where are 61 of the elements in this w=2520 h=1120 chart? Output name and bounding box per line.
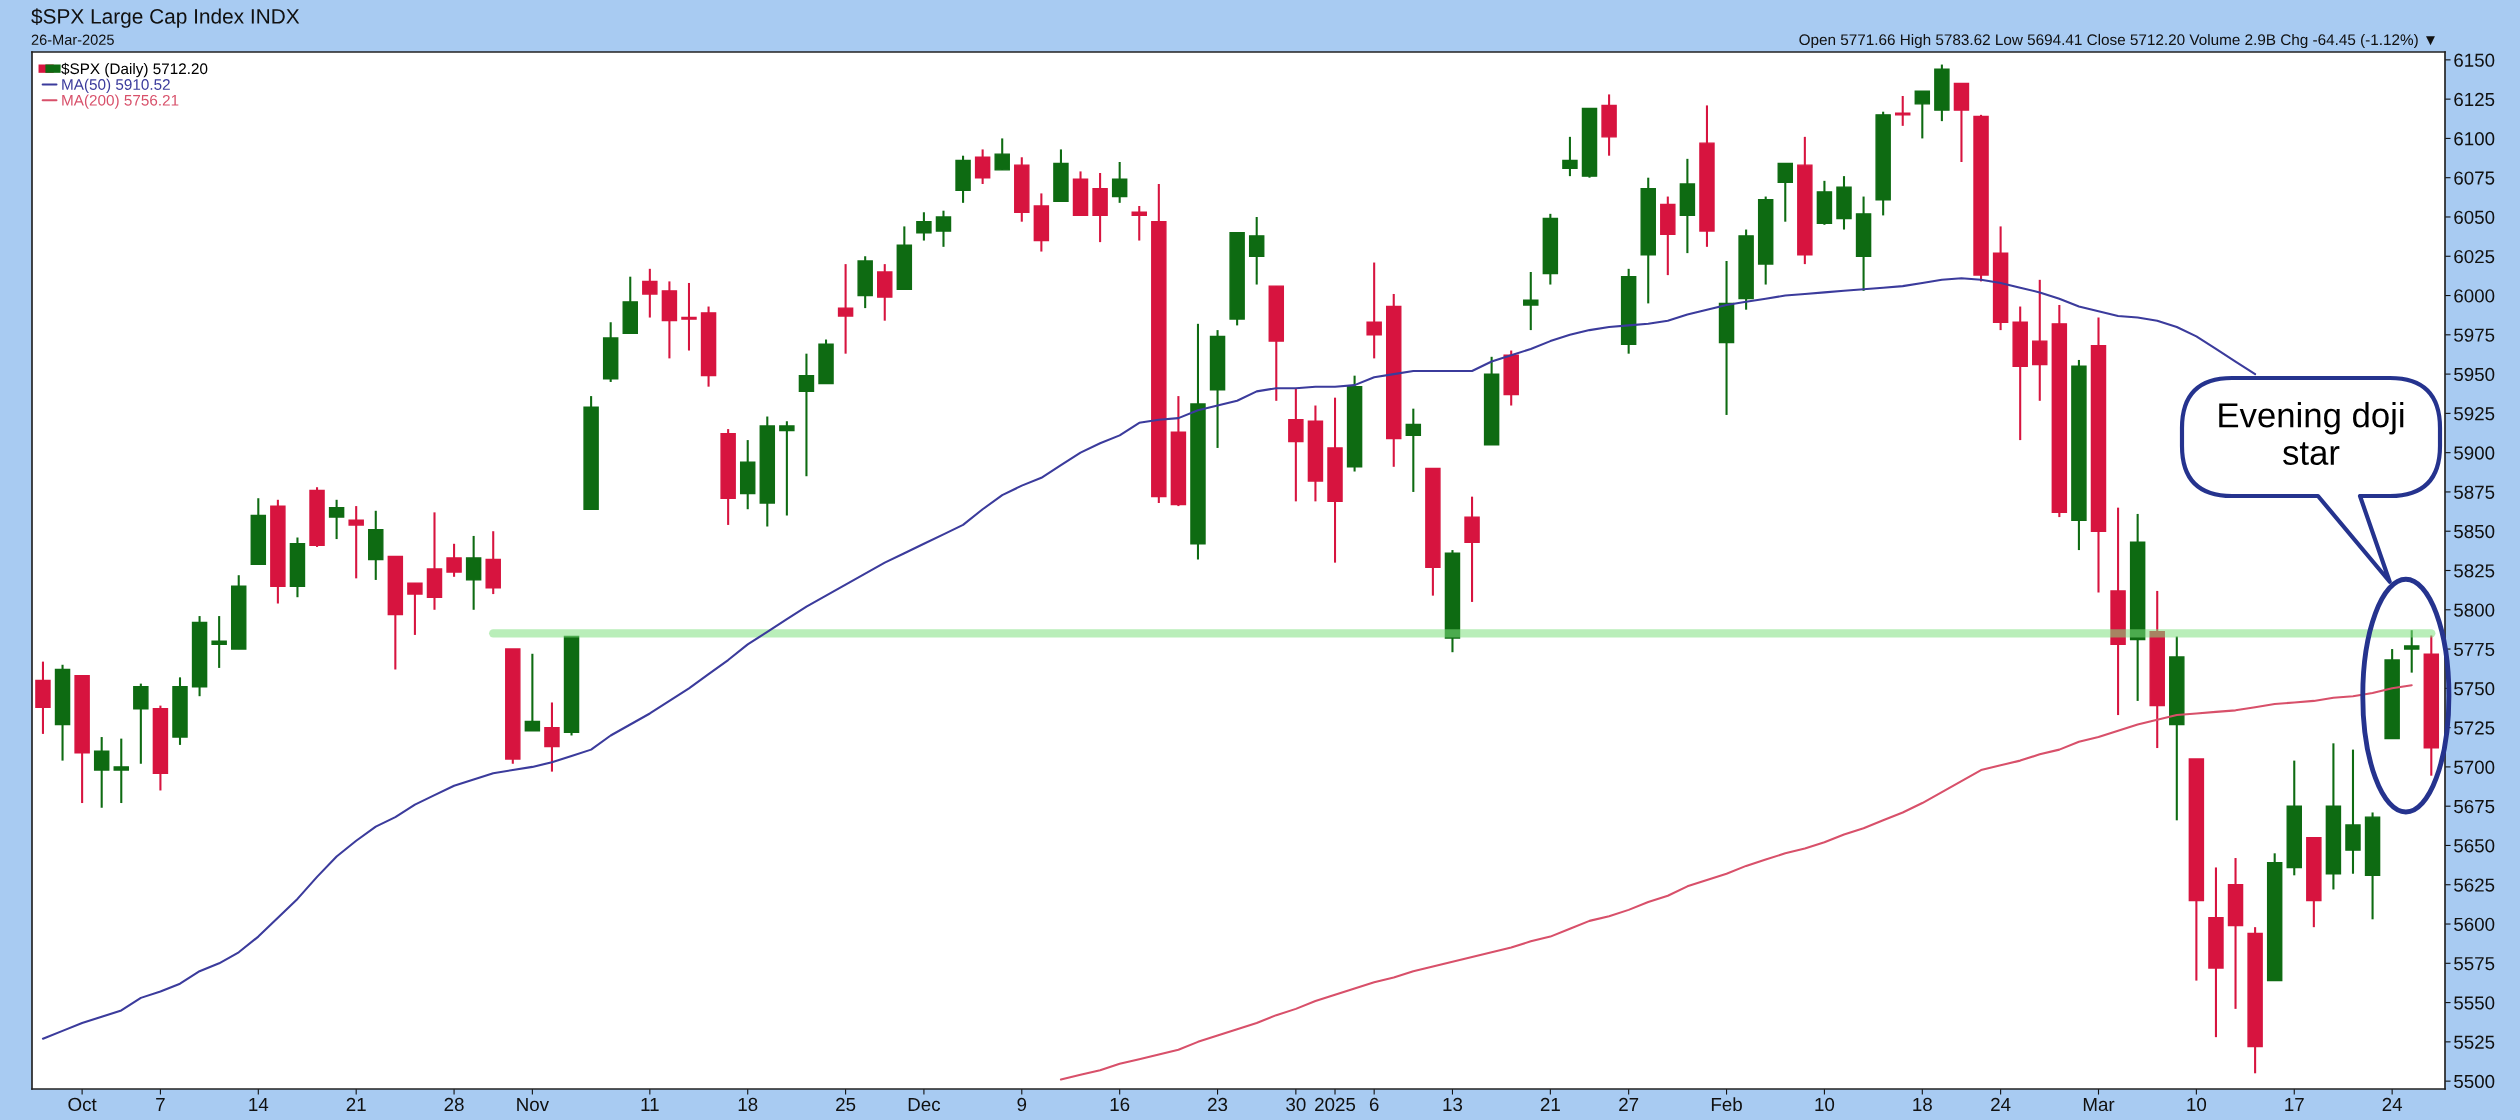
chart-title: $SPX Large Cap Index INDX [31, 8, 300, 28]
x-tick-label: Nov [517, 1098, 549, 1112]
y-tick-label: 5500 [2454, 1074, 2495, 1089]
x-tick-label: Feb [1711, 1097, 1742, 1112]
x-tick-label: 28 [444, 1097, 464, 1112]
y-tick-label: 5775 [2454, 642, 2495, 657]
x-tick-label: 24 [1991, 1097, 2011, 1111]
x-tick-label: 13 [1443, 1097, 1463, 1112]
y-tick-label: 5800 [2454, 603, 2495, 617]
y-tick-label: 5525 [2454, 1035, 2495, 1049]
x-tick-label: 17 [2285, 1098, 2304, 1111]
x-tick-label: 25 [836, 1097, 856, 1112]
x-tick-label: Oct [68, 1097, 97, 1112]
y-tick-label: 6075 [2454, 171, 2495, 185]
x-tick-label: 27 [1619, 1097, 1639, 1111]
y-tick-label: 6025 [2454, 249, 2495, 264]
y-tick-label: 5925 [2454, 407, 2495, 421]
legend-label: MA(50) 5910.52 [62, 78, 170, 93]
legend-label: $SPX (Daily) 5712.20 [61, 62, 208, 78]
legend-label: MA(200) 5756.21 [62, 94, 179, 109]
x-tick-label: 11 [641, 1098, 659, 1111]
y-tick-label: 5850 [2454, 524, 2495, 539]
y-tick-label: 5750 [2454, 682, 2495, 696]
x-tick-label: 18 [1913, 1097, 1932, 1112]
x-tick-label: 7 [156, 1098, 165, 1111]
x-tick-label: 10 [1815, 1097, 1835, 1112]
text: Open 5771.66 High 5783.62 Low 5694.41 Close 5712.20 Volume 2.9B Chg -64.45 (-1.12%) ▼ [1799, 33, 2435, 49]
y-tick-label: 6150 [2454, 53, 2495, 67]
x-tick-label: 30 [1286, 1097, 1306, 1112]
x-tick-label: 10 [2187, 1097, 2207, 1112]
y-tick-label: 5900 [2454, 446, 2495, 460]
y-tick-label: 5600 [2454, 917, 2495, 931]
x-tick-label: Mar [2083, 1098, 2115, 1112]
y-tick-label: 5725 [2454, 721, 2495, 735]
y-tick-label: 5825 [2454, 564, 2495, 578]
y-tick-label: 6125 [2454, 92, 2495, 107]
y-tick-label: 5575 [2454, 957, 2495, 971]
y-tick-label: 5550 [2454, 996, 2495, 1010]
annotation: Evening doji star [2219, 402, 2404, 466]
x-tick-label: 16 [1110, 1097, 1130, 1112]
y-tick-label: 5700 [2454, 760, 2495, 774]
y-tick-label: 5975 [2454, 328, 2495, 342]
x-tick-label: 24 [2382, 1097, 2403, 1111]
x-tick-label: 9 [1017, 1097, 1027, 1112]
y-tick-label: 6050 [2454, 210, 2495, 224]
y-tick-label: 5650 [2454, 839, 2495, 853]
x-tick-label: 14 [249, 1098, 269, 1111]
x-tick-label: 21 [346, 1097, 366, 1111]
y-tick-label: 6100 [2454, 132, 2495, 146]
y-tick-label: 5675 [2454, 799, 2495, 814]
y-tick-label: 5625 [2454, 878, 2495, 892]
y-tick-label: 5875 [2454, 485, 2495, 499]
chart-subtitle: 26-Mar-2025 [31, 34, 114, 45]
x-tick-label: 18 [738, 1097, 758, 1112]
x-tick-label: 21 [1540, 1097, 1560, 1111]
y-tick-label: 6000 [2454, 289, 2495, 303]
x-tick-label: 23 [1208, 1097, 1228, 1112]
y-tick-label: 5950 [2454, 367, 2495, 382]
x-tick-label: 2025 [1315, 1097, 1356, 1112]
x-tick-label: 6 [1369, 1097, 1379, 1112]
x-tick-label: Dec [908, 1098, 941, 1112]
